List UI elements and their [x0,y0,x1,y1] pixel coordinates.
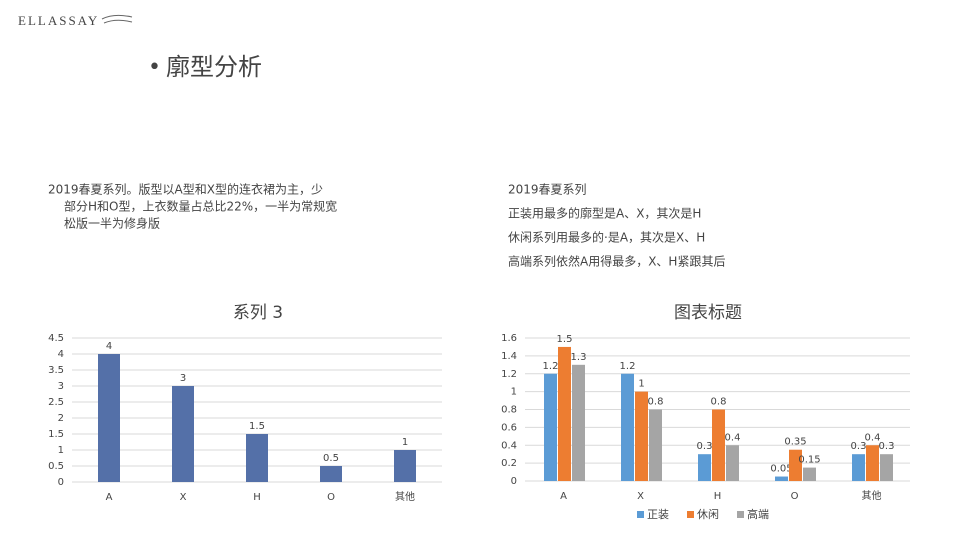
y-tick-label: 3 [58,381,64,392]
x-tick-label: O [327,492,335,503]
bar [712,409,725,481]
text-line: 2019春夏系列。版型以A型和X型的连衣裙为主，少 [48,182,323,197]
value-label: 0.8 [648,397,664,408]
y-tick-label: 0.4 [501,440,517,451]
legend-label: 休闲 [697,507,719,521]
y-tick-label: 0.5 [48,461,64,472]
bar [246,434,268,482]
x-tick-label: 其他 [395,490,415,503]
chart-title: 图表标题 [674,303,742,323]
value-label: 0.3 [879,441,895,452]
bar [852,454,865,481]
y-tick-label: 0.6 [501,422,517,433]
text-line: 部分H和O型，上衣数量占总比22%，一半为常规宽 [64,199,337,214]
y-tick-label: 1.6 [501,333,517,344]
y-tick-label: 1.5 [48,429,64,440]
y-tick-label: 1.4 [501,351,517,362]
value-label: 1.2 [543,361,559,372]
y-tick-label: 1 [511,387,517,398]
x-tick-label: H [253,492,261,503]
value-label: 0.4 [865,432,881,443]
logo: ELLASSAY [18,13,99,28]
bar [726,445,739,481]
value-label: 3 [180,373,186,384]
x-tick-label: A [560,491,567,502]
bar [394,450,416,482]
value-label: 0.3 [851,441,867,452]
value-label: 0.35 [784,437,806,448]
y-tick-label: 0 [58,477,64,488]
text-line: 休闲系列用最多的·是A，其次是X、H [508,230,705,245]
text-line: 2019春夏系列 [508,183,587,197]
y-tick-label: 1.2 [501,369,517,380]
y-tick-label: 2 [58,413,64,424]
y-tick-label: 1 [58,445,64,456]
bar [558,346,571,481]
bar [621,373,634,481]
bar [649,409,662,481]
left-text: 2019春夏系列。版型以A型和X型的连衣裙为主，少部分H和O型，上衣数量占总比2… [48,182,337,231]
value-label: 1 [402,437,408,448]
value-label: 0.8 [711,397,727,408]
value-label: 4 [106,341,112,352]
value-label: 0.05 [770,464,792,475]
bar [775,476,788,481]
value-label: 1.2 [620,361,636,372]
bar [698,454,711,481]
value-label: 1.5 [249,421,265,432]
logo-swoosh [101,14,133,24]
x-tick-label: X [637,491,644,502]
bar [544,373,557,481]
text-line: 松版一半为修身版 [64,216,160,231]
bar [98,354,120,482]
y-tick-label: 0 [511,476,517,487]
value-label: 0.15 [798,455,820,466]
bar [880,454,893,481]
x-tick-label: 其他 [862,489,882,502]
bar [803,467,816,481]
legend-label: 高端 [747,507,769,521]
legend-swatch [737,511,744,518]
value-label: 0.4 [725,432,741,443]
bar [172,386,194,482]
chart-title: 系列 3 [233,303,283,323]
x-tick-label: O [791,491,799,502]
y-tick-label: 2.5 [48,397,64,408]
bar [635,391,648,481]
bullet: • [148,55,161,80]
value-label: 1.3 [571,352,587,363]
y-tick-label: 4.5 [48,333,64,344]
legend-swatch [637,511,644,518]
y-tick-label: 3.5 [48,365,64,376]
y-tick-label: 0.2 [501,458,517,469]
heading: 廓型分析 [166,53,262,81]
legend-label: 正装 [647,508,669,521]
text-line: 正装用最多的廓型是A、X，其次是H [508,206,701,221]
value-label: 1.5 [557,334,573,345]
bar [572,364,585,481]
legend-swatch [687,511,694,518]
bar [320,466,342,482]
x-tick-label: H [714,491,722,502]
value-label: 1 [638,379,644,390]
y-tick-label: 0.8 [501,405,517,416]
bar [789,449,802,481]
y-tick-label: 4 [58,349,64,360]
bar [866,445,879,481]
x-tick-label: A [106,492,113,503]
value-label: 0.3 [697,441,713,452]
value-label: 0.5 [323,453,339,464]
x-tick-label: X [180,492,187,503]
text-line: 高端系列依然A用得最多，X、H紧跟其后 [508,254,725,269]
